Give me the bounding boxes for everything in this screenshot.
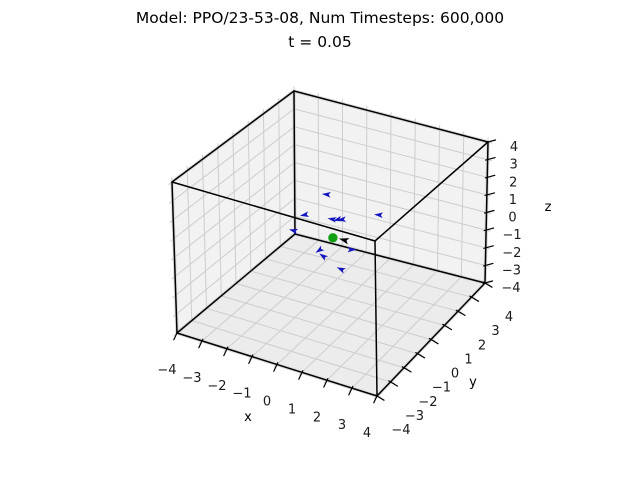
y-axis-label: y xyxy=(469,375,477,390)
tick-label: 0 xyxy=(263,395,271,410)
tick-label: −3 xyxy=(405,409,424,424)
tick-label: −4 xyxy=(391,423,410,438)
target-marker xyxy=(328,233,338,243)
plot-subtitle: t = 0.05 xyxy=(288,33,352,51)
blue-arrow-marker xyxy=(288,228,299,235)
tick-label: −1 xyxy=(432,381,451,396)
blue-arrow-marker xyxy=(374,212,384,219)
tick-label: 2 xyxy=(478,338,486,353)
blue-arrow-marker xyxy=(321,192,331,198)
axis-ticks xyxy=(173,139,497,404)
blue-arrow-marker xyxy=(327,217,337,223)
tick-label: 3 xyxy=(338,418,346,433)
tick-label: −4 xyxy=(157,363,176,378)
tick-label: 4 xyxy=(363,426,371,441)
tick-label: 4 xyxy=(505,310,513,325)
tick-label: 0 xyxy=(508,211,516,226)
blue-arrow-marker xyxy=(319,253,329,261)
blue-arrow-marker xyxy=(337,216,347,222)
tick-label: 0 xyxy=(451,367,459,382)
tick-label: 1 xyxy=(509,193,517,208)
tick-label: −2 xyxy=(418,395,437,410)
z-axis-label: z xyxy=(544,200,552,215)
tick-label: 4 xyxy=(510,140,518,155)
blue-arrow-marker xyxy=(315,245,325,253)
black-arrow-marker xyxy=(338,238,350,245)
blue-arrow-marker xyxy=(299,211,310,217)
plot-title: Model: PPO/23-53-08, Num Timesteps: 600,… xyxy=(135,9,505,27)
tick-label: 1 xyxy=(288,402,296,417)
x-axis-label: x xyxy=(244,410,252,425)
scatter-points xyxy=(288,192,384,274)
tick-label: −1 xyxy=(503,228,522,243)
tick-label: 3 xyxy=(491,324,499,339)
tick-label: 3 xyxy=(509,158,517,173)
tick-label: −3 xyxy=(502,263,521,278)
blue-arrow-marker xyxy=(336,267,346,274)
tick-label: 1 xyxy=(464,352,472,367)
tick-label: −3 xyxy=(182,371,201,386)
tick-label: −2 xyxy=(207,379,226,394)
tick-label: −1 xyxy=(232,387,251,402)
blue-arrow-marker xyxy=(347,246,357,253)
tick-label: 2 xyxy=(509,175,517,190)
tick-label: 2 xyxy=(313,410,321,425)
tick-label: −4 xyxy=(501,281,520,296)
tick-label: −2 xyxy=(502,246,521,261)
